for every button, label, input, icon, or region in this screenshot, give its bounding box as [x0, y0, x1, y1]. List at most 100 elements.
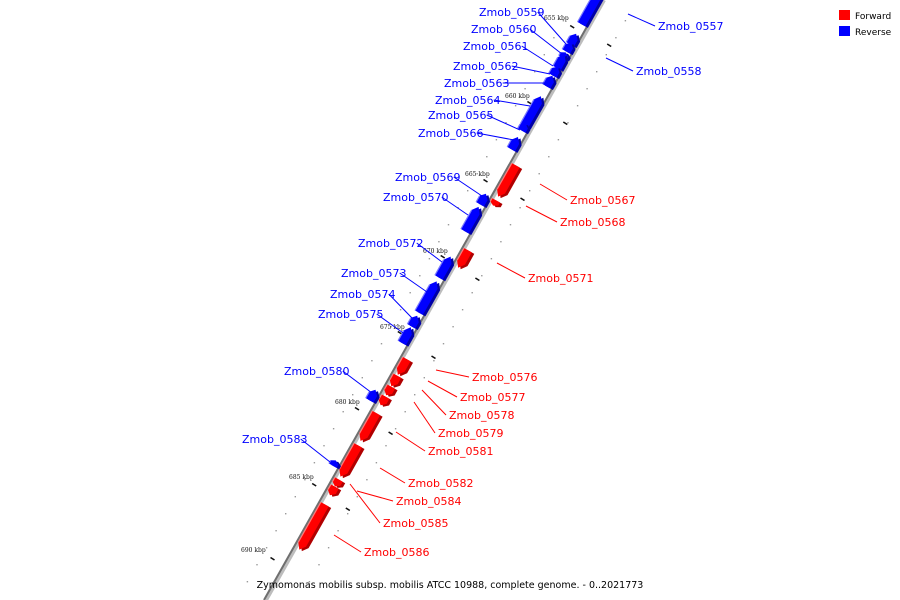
gene-arrow-highlight — [548, 67, 553, 74]
gene-arrow[interactable] — [460, 206, 480, 234]
gene-label-zmob-0581[interactable]: Zmob_0581 — [428, 445, 493, 458]
gene-arrow[interactable] — [327, 484, 339, 496]
label-leader-line — [511, 65, 551, 75]
tick-mark — [520, 197, 525, 202]
grid-dot — [452, 326, 454, 328]
gene-label-zmob-0578[interactable]: Zmob_0578 — [449, 409, 514, 422]
gene-arrow[interactable] — [415, 281, 438, 315]
gene-arrow[interactable] — [378, 394, 390, 406]
grid-dot — [486, 156, 488, 158]
gene-arrow-highlight — [561, 43, 566, 50]
gene-arrow[interactable] — [520, 96, 542, 129]
gene-arrow[interactable] — [328, 460, 339, 468]
gene-arrow[interactable] — [490, 198, 500, 206]
gene-arrow[interactable] — [552, 54, 566, 71]
gene-label-zmob-0585[interactable]: Zmob_0585 — [383, 517, 448, 530]
tick-mark — [483, 178, 488, 183]
gene-label-zmob-0557[interactable]: Zmob_0557 — [658, 20, 723, 33]
gene-arrow[interactable] — [389, 373, 402, 387]
gene-label-zmob-0570[interactable]: Zmob_0570 — [383, 191, 448, 204]
gene-label-zmob-0574[interactable]: Zmob_0574 — [330, 288, 395, 301]
gene-arrow-highlight — [297, 501, 322, 543]
gene-label-zmob-0572[interactable]: Zmob_0572 — [358, 237, 423, 250]
gene-label-zmob-0569[interactable]: Zmob_0569 — [395, 171, 460, 184]
label-leader-line — [416, 242, 443, 263]
gene-arrow[interactable] — [384, 384, 395, 396]
gene-arrow[interactable] — [497, 163, 520, 197]
gene-label-zmob-0580[interactable]: Zmob_0580 — [284, 365, 349, 378]
grid-dot — [514, 105, 517, 107]
legend-reverse-label: Reverse — [855, 28, 892, 38]
grid-dot — [529, 190, 531, 192]
grid-dot — [500, 241, 502, 243]
grid-dot — [327, 547, 330, 549]
gene-arrow[interactable] — [339, 443, 362, 477]
grid-dot — [323, 445, 325, 447]
gene-label-zmob-0560[interactable]: Zmob_0560 — [471, 23, 536, 36]
gene-label-zmob-0573[interactable]: Zmob_0573 — [341, 267, 406, 280]
gene-label-zmob-0575[interactable]: Zmob_0575 — [318, 308, 383, 321]
gene-label-zmob-0582[interactable]: Zmob_0582 — [408, 477, 473, 490]
grid-dot — [490, 258, 493, 260]
gene-arrow[interactable] — [398, 327, 412, 346]
tick-label: 685 kbp — [289, 474, 314, 481]
grid-dot — [308, 581, 311, 583]
grid-dot — [624, 20, 627, 22]
label-leader-lines — [300, 11, 656, 553]
grid-dot — [246, 581, 249, 583]
gene-arrow[interactable] — [457, 248, 472, 268]
gene-label-zmob-0584[interactable]: Zmob_0584 — [396, 495, 461, 508]
label-leader-line — [521, 45, 554, 67]
grid-dot — [347, 513, 349, 515]
gene-arrow-highlight — [506, 139, 512, 148]
gene-label-zmob-0563[interactable]: Zmob_0563 — [444, 77, 509, 90]
tick-label: 690 kbp — [241, 547, 266, 554]
grid-dot — [285, 513, 287, 515]
gene-label-zmob-0561[interactable]: Zmob_0561 — [463, 40, 528, 53]
tick-label: 675 kbp — [380, 324, 405, 331]
grid-dot — [524, 88, 526, 90]
gene-label-zmob-0565[interactable]: Zmob_0565 — [428, 109, 493, 122]
label-leader-line — [427, 380, 458, 398]
gene-arrow-highlight — [414, 284, 431, 311]
gene-label-zmob-0586[interactable]: Zmob_0586 — [364, 546, 429, 559]
gene-arrow-highlight — [358, 410, 373, 434]
gene-arrow-highlight — [496, 162, 513, 190]
gene-arrow-highlight — [460, 209, 473, 230]
gene-label-zmob-0564[interactable]: Zmob_0564 — [435, 94, 500, 107]
gene-label-zmob-0559[interactable]: Zmob_0559 — [479, 6, 544, 19]
gene-arrow[interactable] — [507, 137, 520, 152]
gene-arrow[interactable] — [332, 477, 343, 487]
label-leader-line — [496, 262, 526, 279]
tick-mark — [354, 406, 360, 411]
gene-label-zmob-0576[interactable]: Zmob_0576 — [472, 371, 537, 384]
grid-dot — [538, 173, 540, 175]
gene-label-zmob-0571[interactable]: Zmob_0571 — [528, 272, 593, 285]
legend-forward-label: Forward — [855, 12, 891, 22]
gene-label-zmob-0579[interactable]: Zmob_0579 — [438, 427, 503, 440]
gene-label-zmob-0568[interactable]: Zmob_0568 — [560, 216, 625, 229]
grid-dot — [596, 71, 598, 73]
gene-arrow-highlight — [383, 384, 388, 390]
tick-mark — [526, 100, 532, 105]
gene-label-zmob-0567[interactable]: Zmob_0567 — [570, 194, 635, 207]
gene-label-zmob-0558[interactable]: Zmob_0558 — [636, 65, 701, 78]
gene-label-zmob-0583[interactable]: Zmob_0583 — [242, 433, 307, 446]
label-leader-line — [349, 483, 381, 524]
gene-arrow[interactable] — [359, 410, 381, 441]
gene-arrow-highlight — [519, 99, 535, 124]
tick-label: 665 kbp — [465, 171, 490, 178]
gene-arrow[interactable] — [434, 256, 452, 280]
gene-arrow[interactable] — [517, 123, 528, 133]
gene-label-zmob-0566[interactable]: Zmob_0566 — [418, 127, 483, 140]
label-leader-line — [379, 467, 406, 484]
gene-label-zmob-0577[interactable]: Zmob_0577 — [460, 391, 525, 404]
gene-arrow[interactable] — [577, 0, 605, 27]
grid-dot — [442, 343, 445, 345]
grid-dot — [471, 292, 473, 294]
label-leader-line — [342, 370, 373, 394]
gene-label-zmob-0562[interactable]: Zmob_0562 — [453, 60, 518, 73]
gene-arrow[interactable] — [298, 502, 329, 550]
